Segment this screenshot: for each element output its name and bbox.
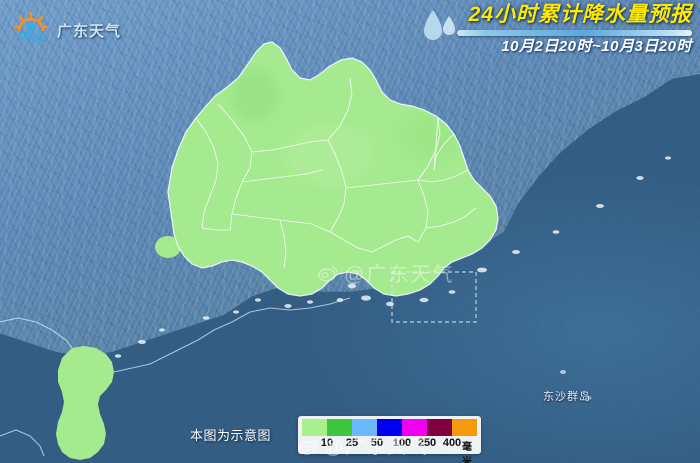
brand-logo: 广东天气: [12, 12, 121, 48]
province-outer-boundary: [167, 41, 499, 297]
title-divider: [457, 30, 692, 36]
legend-tick-100: 100: [392, 437, 412, 449]
neighbor-coastline: [0, 297, 351, 457]
map-label-dongsha-islands: 东沙群岛: [543, 391, 591, 403]
legend-tick-50: 50: [370, 437, 384, 449]
legend-tick-250: 250: [417, 437, 437, 449]
page-title: 24小时累计降水量预报: [468, 3, 692, 26]
legend-swatch->400: [452, 419, 477, 436]
water-droplet-icon: [424, 10, 455, 40]
legend-swatch-250-400: [427, 419, 452, 436]
forecast-period: 10月2日20时~10月3日20时: [501, 38, 692, 55]
map-disclaimer: 本图为示意图: [190, 428, 272, 443]
precip-fill-leizhou: [56, 346, 114, 460]
header-title-block: 24小时累计降水量预报 10月2日20时~10月3日20时: [457, 4, 692, 54]
legend-swatches: [302, 419, 477, 436]
legend-tick-10: 10: [320, 437, 334, 449]
legend-swatch-100-250: [402, 419, 427, 436]
legend-swatch-0-10: [302, 419, 327, 436]
coastal-islands: [114, 156, 671, 358]
legend-tick-400: 400: [442, 437, 462, 449]
legend-swatch-10-25: [327, 419, 352, 436]
logo-text: 广东天气: [57, 22, 122, 40]
legend-tick-labels: 毫米 10 25 50 100 250 400: [302, 437, 477, 463]
legend-unit: 毫米: [462, 442, 472, 463]
legend-swatch-50-100: [377, 419, 402, 436]
legend-swatch-25-50: [352, 419, 377, 436]
precipitation-legend: 毫米 10 25 50 100 250 400: [298, 416, 481, 463]
legend-tick-25: 25: [345, 437, 359, 449]
delta-dashed-boundary: [391, 271, 477, 323]
dongsha-island-marker: [560, 370, 592, 400]
precip-patches: [155, 168, 382, 265]
wave-icon: [18, 23, 46, 43]
prefecture-boundaries: [195, 77, 477, 269]
sun-icon: [13, 12, 49, 43]
